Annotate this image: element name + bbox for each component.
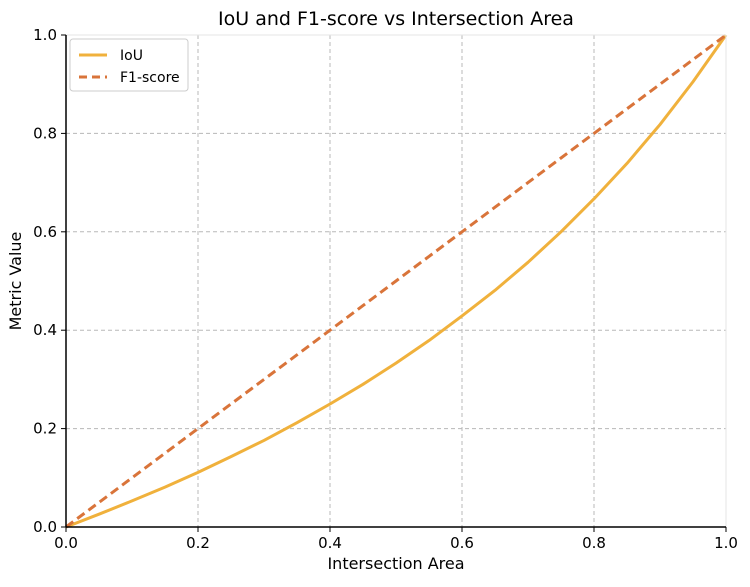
plot-frame — [65, 34, 727, 528]
y-tick-label: 0.0 — [33, 518, 57, 536]
plot-series — [65, 33, 728, 529]
series-line-f1-score — [65, 33, 727, 529]
x-tick-label: 1.0 — [714, 534, 738, 552]
x-tick-label: 0.0 — [54, 534, 78, 552]
x-tick-label: 0.8 — [582, 534, 606, 552]
legend-label-iou: IoU — [120, 48, 143, 64]
y-tick-label: 0.8 — [33, 124, 57, 142]
series-line-iou — [65, 34, 728, 529]
legend-label-f1-score: F1-score — [120, 70, 180, 86]
x-tick-label: 0.6 — [450, 534, 474, 552]
chart-title: IoU and F1-score vs Intersection Area — [218, 8, 574, 30]
x-axis-label: Intersection Area — [327, 554, 464, 573]
x-tick-label: 0.4 — [318, 534, 342, 552]
y-tick-label: 0.6 — [33, 223, 57, 241]
y-axis-label: Metric Value — [6, 232, 25, 331]
x-tick-label: 0.2 — [186, 534, 210, 552]
axis-ticks: 0.0 0.2 0.4 0.6 0.8 1.0 0.0 0.2 0.4 0.6 0.8 1.0 — [33, 26, 738, 552]
y-tick-label: 0.2 — [33, 420, 57, 438]
legend: IoU F1-score — [69, 38, 189, 92]
y-tick-label: 0.4 — [33, 321, 57, 339]
y-tick-label: 1.0 — [33, 26, 57, 44]
